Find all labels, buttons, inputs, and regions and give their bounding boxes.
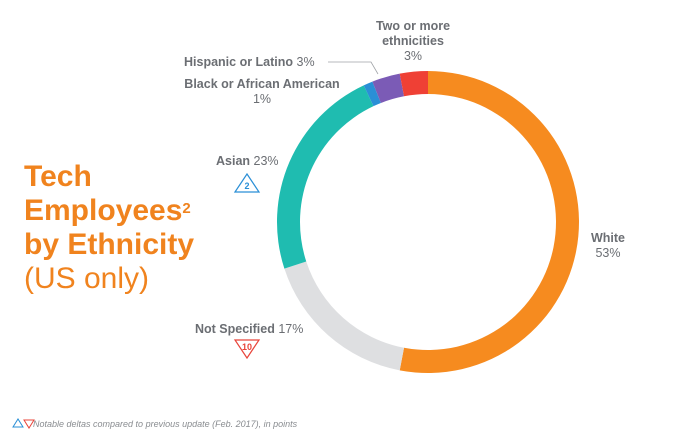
label-two-or-more: Two or more ethnicities 3%	[375, 19, 451, 63]
label-white: White 53%	[590, 231, 626, 260]
footnote-down-triangle-icon	[23, 419, 35, 429]
label-asian: Asian 23%	[216, 154, 279, 168]
footnote-up-triangle-icon	[12, 418, 24, 428]
donut-slices	[277, 71, 579, 373]
footnote: Notable deltas compared to previous upda…	[33, 419, 298, 429]
label-not-specified: Not Specified 17%	[195, 322, 304, 336]
delta-not-specified-value: 10	[242, 342, 252, 352]
slice-asian	[277, 85, 374, 269]
delta-markers: 2 10	[233, 172, 261, 360]
slice-black-or-african-american	[363, 81, 381, 107]
leader-line-hispanic	[328, 61, 379, 75]
slice-white	[399, 71, 579, 373]
footnote-icons	[12, 418, 35, 429]
label-black: Black or African American 1%	[184, 77, 340, 106]
title-line-1: Tech	[24, 160, 92, 193]
title-superscript: 2	[182, 200, 191, 217]
chart-title: Tech Employees2 by Ethnicity (US only)	[24, 160, 194, 296]
delta-asian-value: 2	[244, 181, 249, 191]
slice-hispanic-or-latino	[372, 73, 405, 103]
title-line-3: by Ethnicity	[24, 228, 195, 261]
delta-asian-triangle	[233, 172, 261, 193]
leader-lines	[328, 61, 379, 75]
title-line-4: (US only)	[24, 262, 150, 295]
slice-not-specified	[284, 261, 405, 371]
title-line-2: Employees2	[24, 194, 191, 227]
delta-not-specified-triangle	[233, 339, 261, 360]
slice-two-or-more-ethnicities	[399, 71, 428, 97]
label-hispanic: Hispanic or Latino 3%	[184, 55, 315, 69]
